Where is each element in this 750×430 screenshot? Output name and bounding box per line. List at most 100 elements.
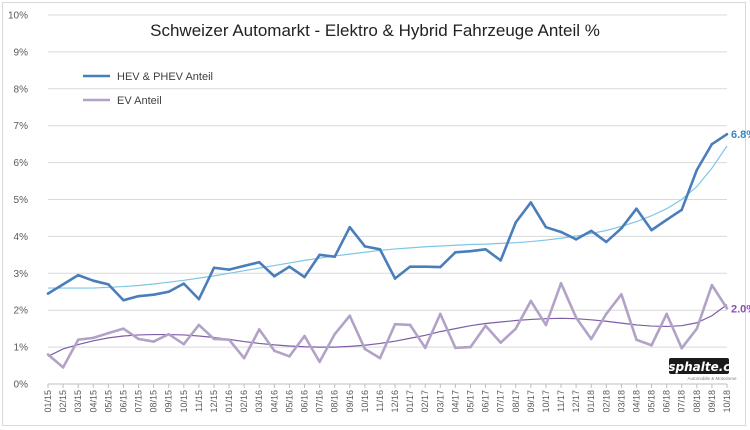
series-line-hev-phev xyxy=(47,133,728,302)
data-point xyxy=(363,245,367,248)
y-tick-label: 7% xyxy=(14,121,29,132)
x-tick-label: 04/15 xyxy=(88,390,98,413)
x-tick-label: 08/15 xyxy=(149,390,159,413)
y-tick-label: 5% xyxy=(14,195,29,206)
y-tick-label: 2% xyxy=(14,306,29,317)
data-point xyxy=(620,293,623,296)
data-point xyxy=(499,259,502,262)
data-point xyxy=(152,293,155,297)
data-point xyxy=(574,316,578,319)
data-point xyxy=(695,168,699,172)
data-point xyxy=(46,353,50,356)
x-tick-label: 11/16 xyxy=(375,390,385,412)
data-point xyxy=(695,327,699,330)
data-point xyxy=(378,248,382,251)
data-point xyxy=(710,283,714,287)
x-tick-label: 06/15 xyxy=(118,390,128,413)
x-tick-label: 08/18 xyxy=(692,390,702,413)
data-point xyxy=(559,230,563,234)
data-point xyxy=(61,366,65,369)
data-point xyxy=(408,265,412,268)
x-tick-label: 03/17 xyxy=(435,390,445,413)
data-point xyxy=(454,346,457,350)
y-tick-label: 0% xyxy=(14,380,29,391)
data-point xyxy=(620,226,623,230)
x-tick-label: 08/17 xyxy=(511,390,521,413)
data-point xyxy=(665,312,668,316)
data-point xyxy=(604,312,608,316)
x-tick-label: 09/16 xyxy=(345,390,355,413)
data-point xyxy=(137,294,140,298)
x-tick-label: 01/15 xyxy=(43,390,53,413)
data-point xyxy=(318,360,321,364)
x-tick-label: 10/16 xyxy=(360,390,370,413)
data-point xyxy=(363,347,367,351)
data-point xyxy=(439,265,442,269)
data-point xyxy=(574,238,578,241)
x-tick-label: 05/15 xyxy=(103,390,113,413)
y-tick-label: 4% xyxy=(14,232,29,243)
data-point xyxy=(635,207,638,211)
end-data-label: 2.0% xyxy=(731,303,750,315)
trendline-1 xyxy=(48,145,728,289)
data-point xyxy=(454,250,457,254)
data-point xyxy=(288,265,291,268)
data-point xyxy=(725,307,729,310)
data-point xyxy=(665,218,668,222)
x-tick-label: 09/17 xyxy=(526,390,536,413)
data-point xyxy=(182,342,186,346)
x-tick-label: 06/17 xyxy=(481,390,491,413)
watermark-subtext: Automobile & Motorisme xyxy=(687,376,737,381)
data-point xyxy=(348,314,352,318)
x-tick-label: 04/16 xyxy=(269,390,279,413)
x-tick-label: 03/16 xyxy=(254,390,264,413)
y-tick-label: 9% xyxy=(14,47,29,58)
x-tick-label: 12/15 xyxy=(209,390,219,413)
x-tick-label: 06/16 xyxy=(300,390,310,413)
x-tick-label: 12/16 xyxy=(390,390,400,413)
x-tick-label: 01/16 xyxy=(224,390,234,413)
data-point xyxy=(107,283,110,286)
x-tick-label: 03/15 xyxy=(73,390,83,413)
x-tick-label: 12/17 xyxy=(571,390,581,413)
data-point xyxy=(107,331,110,335)
x-tick-label: 10/15 xyxy=(179,390,189,413)
data-point xyxy=(333,332,336,336)
y-tick-label: 10% xyxy=(8,11,28,22)
data-point xyxy=(91,336,95,340)
x-tick-label: 05/18 xyxy=(647,390,657,413)
end-data-label: 6.8% xyxy=(731,129,750,141)
data-point xyxy=(257,260,261,264)
x-tick-label: 09/15 xyxy=(164,390,174,413)
data-point xyxy=(544,323,548,327)
data-point xyxy=(378,356,382,360)
data-point xyxy=(182,282,186,285)
x-tick-label: 02/16 xyxy=(239,390,249,413)
x-tick-label: 01/17 xyxy=(405,390,415,413)
x-tick-label: 10/18 xyxy=(722,390,732,413)
y-tick-label: 6% xyxy=(14,158,29,169)
data-point xyxy=(469,345,472,349)
data-point xyxy=(393,277,397,280)
x-tick-label: 03/18 xyxy=(616,390,626,413)
y-tick-label: 1% xyxy=(14,343,29,354)
chart-frame xyxy=(2,2,746,426)
data-point xyxy=(152,340,155,343)
data-point xyxy=(167,332,171,336)
x-tick-label: 07/17 xyxy=(496,390,506,413)
x-tick-label: 02/18 xyxy=(601,390,611,413)
data-point xyxy=(544,225,548,229)
x-tick-label: 02/15 xyxy=(58,390,68,413)
data-point xyxy=(589,229,593,233)
x-tick-label: 07/16 xyxy=(315,390,325,413)
trendline-2 xyxy=(47,304,728,357)
x-tick-label: 02/17 xyxy=(420,390,430,413)
data-point xyxy=(710,142,714,146)
data-point xyxy=(408,323,412,327)
data-point xyxy=(212,337,216,341)
data-point xyxy=(242,356,246,360)
data-point xyxy=(197,323,201,327)
data-point xyxy=(167,290,171,294)
data-point xyxy=(303,334,306,338)
